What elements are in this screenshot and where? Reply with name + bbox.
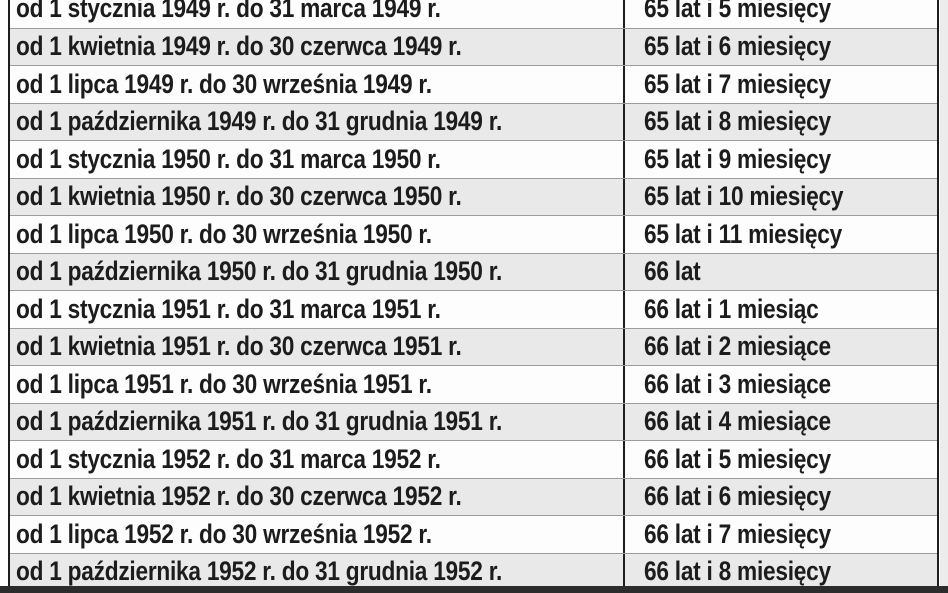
retirement-age-cell: 65 lat i 7 miesięcy (623, 66, 937, 103)
retirement-age-text: 65 lat i 7 miesięcy (644, 68, 831, 99)
table-row: od 1 października 1950 r. do 31 grudnia … (10, 252, 937, 291)
retirement-age-cell: 66 lat i 8 miesięcy (623, 553, 937, 590)
birth-period-text: od 1 kwietnia 1950 r. do 30 czerwca 1950… (16, 181, 462, 212)
retirement-age-text: 65 lat i 11 miesięcy (644, 218, 842, 249)
birth-period-text: od 1 stycznia 1950 r. do 31 marca 1950 r… (16, 143, 441, 174)
birth-period-cell: od 1 stycznia 1952 r. do 31 marca 1952 r… (10, 441, 623, 478)
table-row: od 1 kwietnia 1949 r. do 30 czerwca 1949… (10, 27, 937, 66)
retirement-age-text: 65 lat i 6 miesięcy (644, 31, 831, 62)
retirement-age-cell: 65 lat i 9 miesięcy (623, 141, 937, 178)
retirement-age-cell: 66 lat i 3 miesiące (623, 366, 937, 403)
table-row: od 1 kwietnia 1950 r. do 30 czerwca 1950… (10, 177, 937, 216)
birth-period-cell: od 1 października 1951 r. do 31 grudnia … (10, 404, 623, 441)
birth-period-text: od 1 lipca 1949 r. do 30 września 1949 r… (16, 68, 432, 99)
table-row: od 1 lipca 1950 r. do 30 września 1950 r… (10, 215, 937, 253)
table-row: od 1 kwietnia 1951 r. do 30 czerwca 1951… (10, 327, 937, 366)
retirement-age-cell: 66 lat i 6 miesięcy (623, 478, 937, 515)
birth-period-cell: od 1 lipca 1949 r. do 30 września 1949 r… (10, 66, 623, 103)
table-row: od 1 października 1951 r. do 31 grudnia … (10, 402, 937, 441)
birth-period-cell: od 1 października 1949 r. do 31 grudnia … (10, 104, 623, 141)
birth-period-cell: od 1 października 1952 r. do 31 grudnia … (10, 554, 623, 591)
birth-period-text: od 1 października 1952 r. do 31 grudnia … (16, 556, 503, 587)
retirement-age-text: 66 lat i 4 miesiące (644, 406, 831, 437)
table-row: od 1 stycznia 1951 r. do 31 marca 1951 r… (10, 290, 937, 328)
birth-period-text: od 1 stycznia 1952 r. do 31 marca 1952 r… (16, 443, 441, 474)
birth-period-cell: od 1 stycznia 1950 r. do 31 marca 1950 r… (10, 141, 623, 178)
birth-period-text: od 1 kwietnia 1949 r. do 30 czerwca 1949… (16, 31, 462, 62)
retirement-age-text: 66 lat i 7 miesięcy (644, 518, 831, 549)
birth-period-cell: od 1 lipca 1950 r. do 30 września 1950 r… (10, 216, 623, 253)
birth-period-text: od 1 października 1949 r. do 31 grudnia … (16, 106, 503, 137)
birth-period-text: od 1 października 1950 r. do 31 grudnia … (16, 256, 503, 287)
birth-period-text: od 1 października 1951 r. do 31 grudnia … (16, 406, 503, 437)
birth-period-cell: od 1 lipca 1952 r. do 30 września 1952 r… (10, 516, 623, 553)
birth-period-text: od 1 kwietnia 1951 r. do 30 czerwca 1951… (16, 331, 462, 362)
left-gutter (0, 0, 8, 593)
retirement-age-cell: 65 lat i 6 miesięcy (623, 28, 937, 65)
retirement-age-cell: 66 lat (623, 253, 937, 290)
table-row: od 1 lipca 1952 r. do 30 września 1952 r… (10, 515, 937, 553)
retirement-age-text: 65 lat i 9 miesięcy (644, 143, 831, 174)
birth-period-text: od 1 kwietnia 1952 r. do 30 czerwca 1952… (16, 481, 462, 512)
retirement-age-cell: 65 lat i 5 miesięcy (623, 0, 937, 28)
birth-period-cell: od 1 stycznia 1951 r. do 31 marca 1951 r… (10, 291, 623, 328)
birth-period-cell: od 1 kwietnia 1949 r. do 30 czerwca 1949… (10, 29, 623, 66)
table-row: od 1 października 1949 r. do 31 grudnia … (10, 102, 937, 141)
table-row: od 1 stycznia 1950 r. do 31 marca 1950 r… (10, 140, 937, 178)
birth-period-text: od 1 lipca 1952 r. do 30 września 1952 r… (16, 518, 432, 549)
birth-period-cell: od 1 kwietnia 1951 r. do 30 czerwca 1951… (10, 329, 623, 366)
retirement-age-text: 65 lat i 5 miesięcy (644, 0, 831, 24)
table-row: od 1 października 1952 r. do 31 grudnia … (10, 552, 937, 591)
right-gutter (940, 0, 948, 593)
retirement-age-cell: 66 lat i 2 miesiące (623, 328, 937, 365)
retirement-age-text: 65 lat i 8 miesięcy (644, 106, 831, 137)
table-row: od 1 lipca 1949 r. do 30 września 1949 r… (10, 65, 937, 103)
retirement-age-cell: 65 lat i 8 miesięcy (623, 103, 937, 140)
birth-period-text: od 1 lipca 1950 r. do 30 września 1950 r… (16, 218, 432, 249)
retirement-age-cell: 65 lat i 10 miesięcy (623, 178, 937, 215)
retirement-age-text: 66 lat i 6 miesięcy (644, 481, 831, 512)
birth-period-cell: od 1 stycznia 1949 r. do 31 marca 1949 r… (10, 0, 623, 28)
retirement-age-text: 66 lat (644, 256, 701, 287)
birth-period-cell: od 1 lipca 1951 r. do 30 września 1951 r… (10, 366, 623, 403)
birth-period-text: od 1 stycznia 1949 r. do 31 marca 1949 r… (16, 0, 441, 24)
retirement-age-cell: 65 lat i 11 miesięcy (623, 216, 937, 253)
retirement-age-cell: 66 lat i 5 miesięcy (623, 441, 937, 478)
birth-period-cell: od 1 października 1950 r. do 31 grudnia … (10, 254, 623, 291)
table-body: od 1 stycznia 1949 r. do 31 marca 1949 r… (8, 0, 939, 590)
table-row: od 1 stycznia 1949 r. do 31 marca 1949 r… (10, 0, 937, 28)
retirement-age-cell: 66 lat i 1 miesiąc (623, 291, 937, 328)
table-bottom-border (0, 586, 948, 593)
retirement-age-text: 66 lat i 8 miesięcy (644, 556, 831, 587)
table-row: od 1 stycznia 1952 r. do 31 marca 1952 r… (10, 440, 937, 478)
retirement-age-cell: 66 lat i 7 miesięcy (623, 516, 937, 553)
birth-period-cell: od 1 kwietnia 1952 r. do 30 czerwca 1952… (10, 479, 623, 516)
retirement-age-text: 66 lat i 1 miesiąc (644, 293, 819, 324)
table-row: od 1 lipca 1951 r. do 30 września 1951 r… (10, 365, 937, 403)
retirement-age-text: 66 lat i 5 miesięcy (644, 443, 831, 474)
table-row: od 1 kwietnia 1952 r. do 30 czerwca 1952… (10, 477, 937, 516)
retirement-age-text: 65 lat i 10 miesięcy (644, 181, 844, 212)
retirement-age-text: 66 lat i 2 miesiące (644, 331, 831, 362)
retirement-age-text: 66 lat i 3 miesiące (644, 368, 831, 399)
retirement-age-cell: 66 lat i 4 miesiące (623, 403, 937, 440)
birth-period-text: od 1 stycznia 1951 r. do 31 marca 1951 r… (16, 293, 441, 324)
birth-period-cell: od 1 kwietnia 1950 r. do 30 czerwca 1950… (10, 179, 623, 216)
birth-period-text: od 1 lipca 1951 r. do 30 września 1951 r… (16, 368, 432, 399)
